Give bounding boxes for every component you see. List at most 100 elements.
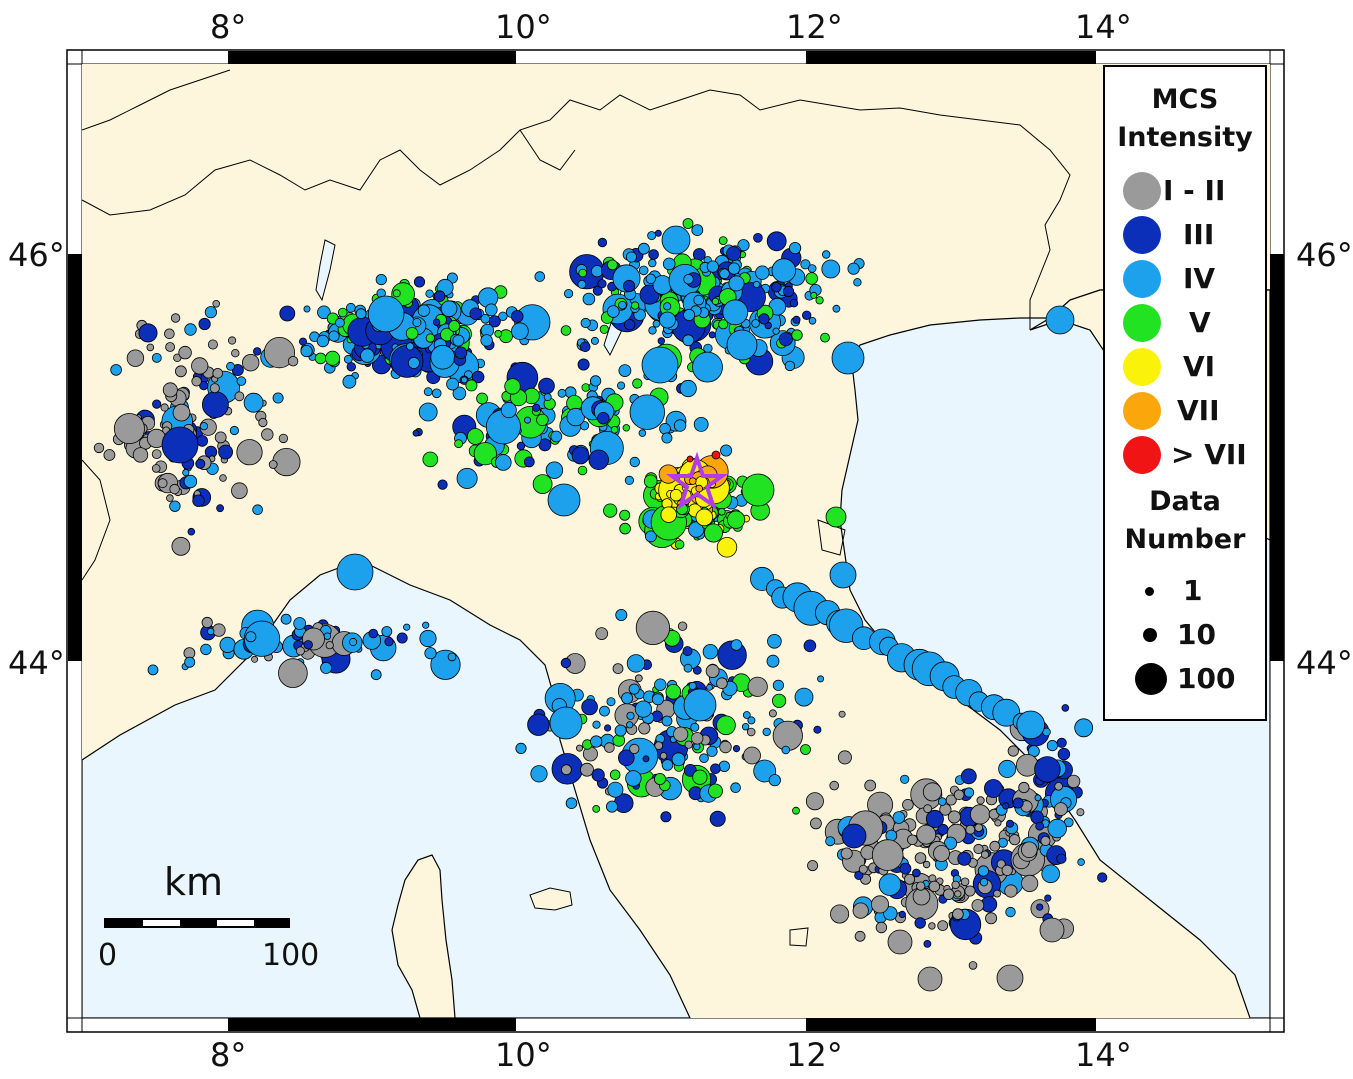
intensity-point — [1034, 756, 1061, 783]
intensity-point — [831, 341, 865, 375]
intensity-point — [405, 327, 419, 340]
intensity-point — [261, 428, 274, 441]
legend-size-dot — [1145, 587, 1154, 596]
intensity-point — [629, 456, 641, 468]
intensity-point — [196, 435, 209, 447]
intensity-point — [912, 868, 921, 878]
intensity-point — [916, 881, 926, 891]
country-borders — [82, 89, 1071, 330]
intensity-point — [705, 664, 720, 678]
intensity-point — [384, 637, 394, 647]
legend-item-label: III — [1183, 218, 1215, 251]
intensity-point — [219, 636, 236, 654]
intensity-point — [789, 299, 799, 308]
legend-item-label: V — [1189, 306, 1211, 339]
legend-swatch — [1123, 436, 1161, 474]
intensity-point — [767, 633, 782, 649]
intensity-point — [980, 850, 990, 859]
intensity-point — [229, 425, 239, 436]
intensity-point — [709, 810, 726, 827]
intensity-point — [606, 800, 619, 813]
intensity-point — [1057, 747, 1071, 761]
intensity-point — [456, 467, 478, 489]
intensity-point — [452, 386, 467, 401]
intensity-point — [381, 626, 393, 637]
intensity-point — [432, 318, 441, 326]
intensity-point — [152, 399, 162, 409]
intensity-point — [766, 654, 780, 668]
intensity-point — [243, 392, 264, 413]
intensity-point — [1045, 305, 1075, 335]
intensity-point — [231, 482, 248, 500]
intensity-point — [615, 609, 628, 622]
lon-tick-top-14: 14° — [1075, 8, 1132, 46]
intensity-point — [699, 753, 709, 763]
intensity-point — [669, 489, 683, 502]
intensity-point — [652, 319, 661, 328]
intensity-point — [807, 264, 817, 273]
intensity-point — [741, 473, 775, 507]
intensity-point — [530, 765, 548, 783]
intensity-point — [686, 455, 694, 463]
intensity-point — [592, 720, 601, 729]
intensity-point — [515, 742, 527, 755]
intensity-point — [719, 268, 730, 280]
intensity-point — [480, 313, 491, 324]
intensity-point — [494, 329, 503, 338]
intensity-point — [933, 845, 950, 862]
intensity-point — [279, 305, 296, 322]
lake-maggiore — [315, 239, 336, 302]
intensity-point — [316, 334, 330, 348]
intensity-point — [1076, 808, 1085, 817]
intensity-point — [550, 430, 563, 443]
intensity-point — [592, 285, 603, 296]
legend-item-label: > VII — [1171, 438, 1247, 471]
intensity-point — [822, 250, 831, 259]
intensity-point — [996, 964, 1024, 992]
intensity-point — [657, 337, 665, 345]
intensity-point — [226, 361, 235, 371]
intensity-point — [625, 251, 637, 263]
intensity-point — [447, 652, 457, 662]
epicenter-star-icon — [665, 451, 729, 511]
intensity-point — [996, 859, 1006, 869]
intensity-point — [287, 356, 299, 367]
intensity-point — [800, 259, 811, 270]
intensity-point — [422, 451, 439, 468]
intensity-point — [206, 627, 215, 636]
intensity-point — [295, 646, 305, 656]
intensity-point — [342, 374, 357, 389]
intensity-point — [993, 889, 1001, 898]
intensity-point — [346, 362, 357, 372]
legend-item-vii: VII — [1105, 389, 1265, 433]
legend-swatch — [1123, 348, 1161, 386]
intensity-point — [875, 921, 888, 934]
intensity-point — [963, 787, 975, 798]
intensity-point — [902, 798, 914, 811]
intensity-point — [599, 705, 610, 717]
intensity-point — [864, 779, 877, 792]
intensity-point — [169, 483, 180, 495]
intensity-point — [1047, 818, 1067, 839]
intensity-point — [578, 268, 587, 278]
intensity-point — [1001, 864, 1013, 876]
intensity-point — [1074, 718, 1094, 738]
intensity-point — [241, 354, 260, 372]
intensity-point — [323, 632, 332, 640]
intensity-point — [937, 823, 949, 835]
intensity-point — [160, 403, 169, 412]
intensity-point — [693, 294, 704, 306]
intensity-point — [947, 810, 961, 824]
intensity-point — [604, 742, 615, 753]
intensity-point — [928, 922, 936, 930]
intensity-point — [968, 961, 978, 970]
intensity-point — [191, 357, 209, 375]
legend-item-vi: VI — [1105, 345, 1265, 389]
intensity-point — [629, 743, 640, 755]
intensity-point — [214, 431, 227, 444]
intensity-point — [209, 383, 220, 394]
intensity-point — [536, 413, 549, 427]
intensity-point — [965, 824, 976, 835]
intensity-point — [1006, 819, 1015, 828]
intensity-point — [1036, 903, 1044, 911]
